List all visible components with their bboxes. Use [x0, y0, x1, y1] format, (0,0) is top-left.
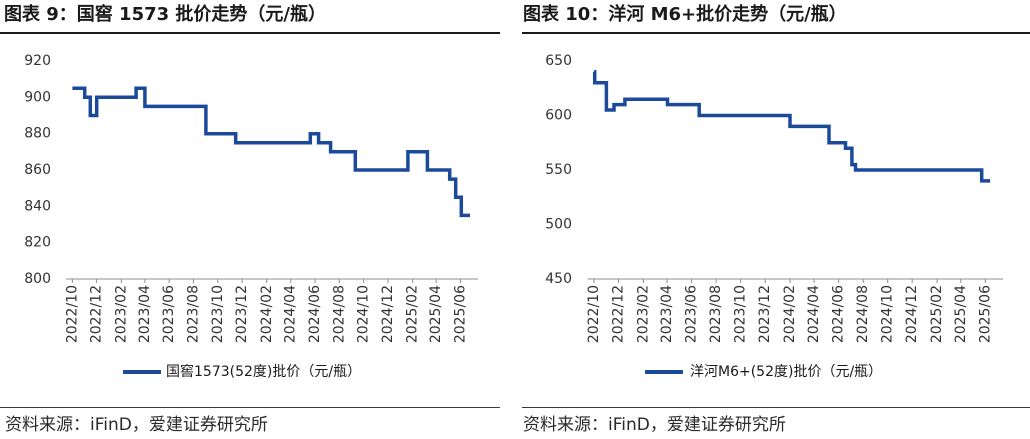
x-tick-label: 2024/10 — [356, 285, 372, 343]
source-note: 资料来源：iFinD，爱建证券研究所 — [5, 415, 268, 435]
x-tick-label: 2025/02 — [929, 285, 945, 343]
chart-title: 图表 10：洋河 M6+批价走势（元/瓶） — [523, 4, 847, 25]
x-tick-label: 2023/10 — [733, 285, 749, 343]
title-divider — [522, 32, 1030, 34]
x-tick-label: 2024/04 — [283, 285, 299, 343]
x-tick-label: 2022/12 — [89, 285, 105, 343]
y-tick-label: 880 — [24, 126, 51, 142]
x-tick-label: 2024/08 — [331, 285, 347, 343]
x-tick-label: 2023/08 — [186, 285, 202, 343]
x-tick-label: 2024/06 — [307, 285, 323, 343]
x-tick-label: 2024/02 — [782, 285, 798, 343]
x-tick-label: 2025/04 — [953, 285, 969, 343]
chart-panel-yanghe-m6plus: 图表 10：洋河 M6+批价走势（元/瓶） 2022/10 2022/12 2023… — [522, 0, 1030, 439]
series-line — [592, 70, 991, 183]
legend-label: 国窖1573(52度)批价（元/瓶） — [166, 364, 362, 380]
legend-swatch — [123, 370, 161, 374]
y-tick-label: 550 — [545, 162, 572, 178]
y-tick-label: 920 — [24, 53, 51, 69]
x-tick-label: 2024/12 — [380, 285, 396, 343]
y-tick-label: 500 — [545, 217, 572, 233]
x-tick-label: 2023/06 — [684, 285, 700, 343]
x-tick-label: 2023/12 — [234, 285, 250, 343]
source-divider — [522, 407, 1030, 408]
y-tick-label: 900 — [24, 89, 51, 105]
step-line-chart: 2022/10 2022/12 2023/02 2023/04 2023/06 2023/… — [24, 53, 478, 343]
x-tick-label: 2023/02 — [113, 285, 129, 343]
legend-label: 洋河M6+(52度)批价（元/瓶） — [690, 364, 883, 380]
x-tick-label: 2025/02 — [405, 285, 421, 343]
x-tick-label: 2022/10 — [586, 285, 602, 343]
x-tick-label: 2023/02 — [635, 285, 651, 343]
x-tick-label: 2025/06 — [452, 285, 468, 343]
chart-title: 图表 9：国窖 1573 批价走势（元/瓶） — [4, 4, 326, 25]
y-tick-label: 820 — [24, 235, 51, 251]
y-tick-label: 450 — [545, 271, 572, 287]
series-line — [72, 86, 470, 218]
x-tick-label: 2024/02 — [259, 285, 275, 343]
x-tick-label: 2025/04 — [428, 285, 444, 343]
source-note: 资料来源：iFinD，爱建证券研究所 — [523, 415, 786, 435]
x-tick-label: 2024/08 — [855, 285, 871, 343]
step-line-chart: 2022/10 2022/12 2023/02 2023/04 2023/06 2023/… — [545, 53, 1003, 343]
title-divider — [0, 32, 500, 34]
x-tick-label: 2023/12 — [757, 285, 773, 343]
x-tick-label: 2023/04 — [137, 285, 153, 343]
x-tick-label: 2024/10 — [880, 285, 896, 343]
x-tick-label: 2024/04 — [806, 285, 822, 343]
source-divider — [0, 407, 500, 408]
y-tick-label: 860 — [24, 162, 51, 178]
x-tick-label: 2024/06 — [831, 285, 847, 343]
chart-panel-guojiao-1573: 图表 9：国窖 1573 批价走势（元/瓶） 2022/10 2022/12 202… — [0, 0, 500, 439]
x-tick-label: 2024/12 — [904, 285, 920, 343]
x-tick-label: 2023/08 — [708, 285, 724, 343]
legend-swatch — [645, 370, 683, 374]
x-tick-label: 2023/04 — [659, 285, 675, 343]
y-tick-label: 600 — [545, 108, 572, 124]
x-tick-label: 2025/06 — [977, 285, 993, 343]
x-tick-label: 2022/12 — [610, 285, 626, 343]
x-tick-label: 2023/10 — [210, 285, 226, 343]
y-tick-label: 800 — [24, 271, 51, 287]
y-tick-label: 650 — [545, 53, 572, 69]
x-tick-label: 2023/06 — [161, 285, 177, 343]
x-tick-label: 2022/10 — [64, 285, 80, 343]
y-tick-label: 840 — [24, 198, 51, 214]
